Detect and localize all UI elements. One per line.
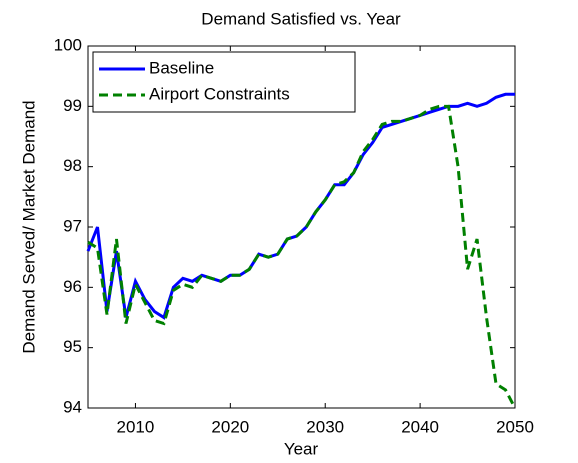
chart-title: Demand Satisfied vs. Year xyxy=(201,9,401,28)
x-tick-label: 2050 xyxy=(496,417,534,436)
y-tick-label: 94 xyxy=(63,397,82,416)
legend-box xyxy=(92,51,356,113)
y-tick-label: 97 xyxy=(63,216,82,235)
y-tick-label: 99 xyxy=(63,96,82,115)
y-tick-label: 95 xyxy=(63,337,82,356)
y-tick-label: 98 xyxy=(63,156,82,175)
line-series xyxy=(87,104,517,409)
legend-label: Airport Constraints xyxy=(149,84,290,103)
x-axis-label: Year xyxy=(284,439,319,458)
y-tick-label: 100 xyxy=(54,35,82,54)
x-tick-label: 2010 xyxy=(117,417,155,436)
legend-label: Baseline xyxy=(149,58,214,77)
y-tick-label: 96 xyxy=(63,277,82,296)
x-tick-label: 2040 xyxy=(401,417,439,436)
x-tick-label: 2030 xyxy=(306,417,344,436)
x-tick-label: 2020 xyxy=(211,417,249,436)
y-axis-label: Demand Served/ Market Demand xyxy=(19,100,38,353)
